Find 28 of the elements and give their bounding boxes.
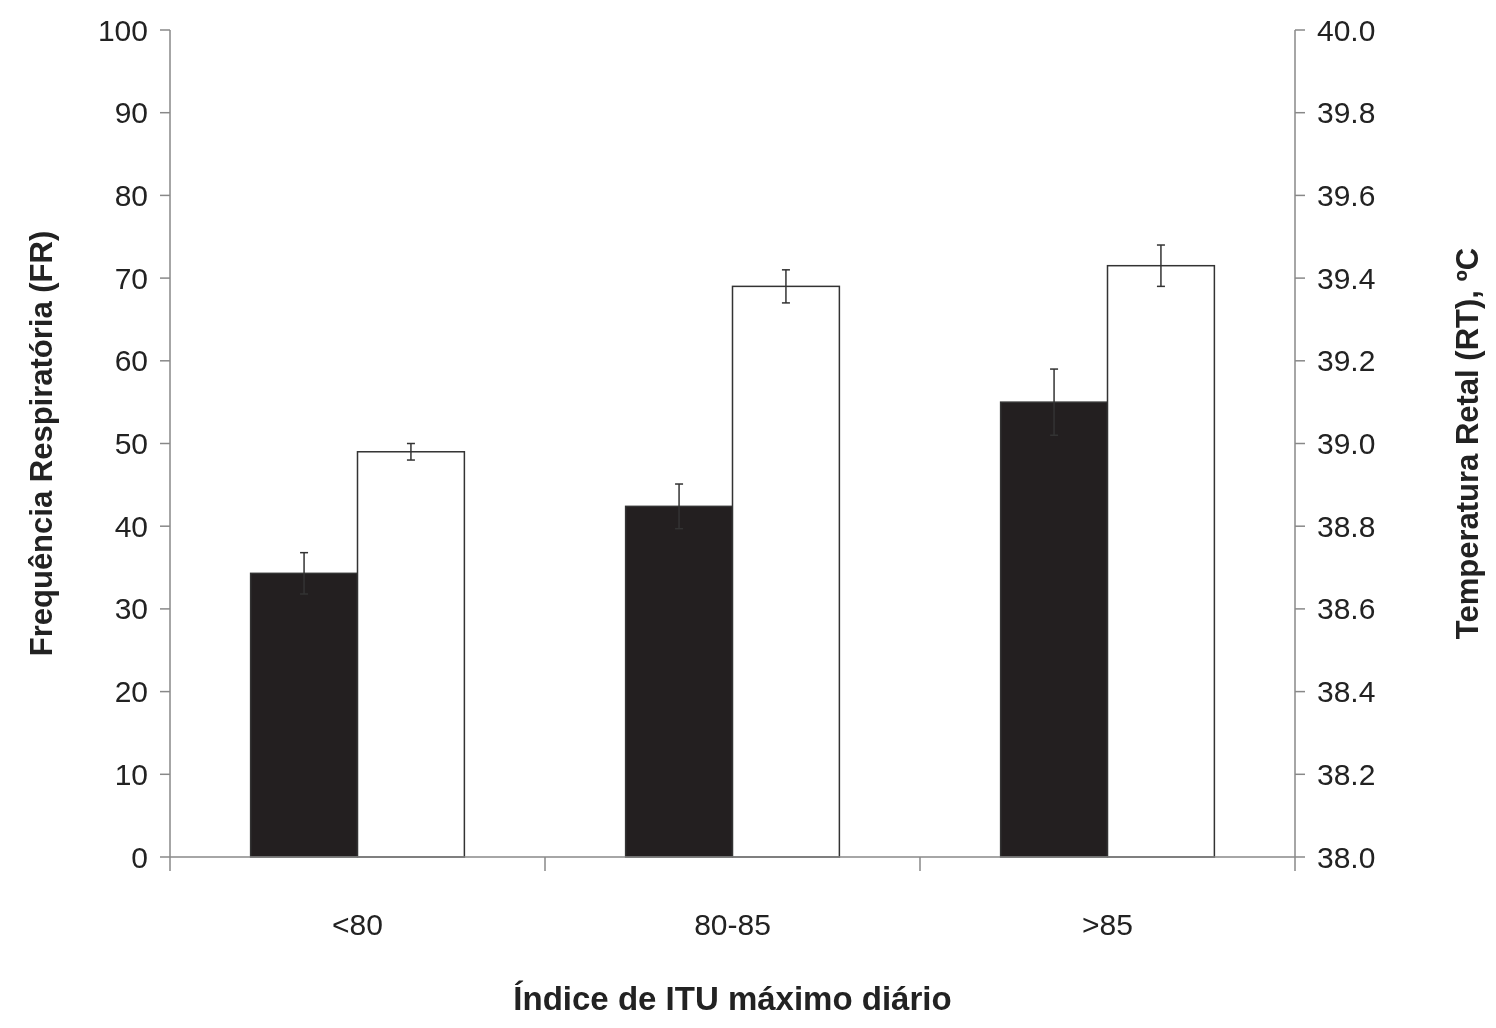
y-tick-label: 0 bbox=[131, 840, 148, 874]
y-tick-label: 20 bbox=[114, 675, 148, 709]
x-tick-label: <80 bbox=[332, 908, 383, 941]
y2-tick-label: 38.6 bbox=[1317, 592, 1376, 626]
y2-axis-title: Temperatura Retal (RT), ºC bbox=[1450, 247, 1485, 640]
y-tick-label: 90 bbox=[114, 96, 148, 130]
x-tick-label: >85 bbox=[1082, 908, 1133, 941]
y-tick-label: 60 bbox=[114, 344, 148, 378]
y-axis-title: Frequência Respiratória (FR) bbox=[24, 230, 59, 657]
y-tick-label: 70 bbox=[114, 261, 148, 295]
y-tick-label: 30 bbox=[114, 592, 148, 626]
y2-tick-label: 39.6 bbox=[1317, 178, 1376, 212]
y-tick-label: 50 bbox=[114, 427, 148, 460]
x-tick-label: 80-85 bbox=[694, 908, 771, 941]
x-axis-title: Índice de ITU máximo diário bbox=[513, 980, 952, 1017]
y2-tick-label: 38.0 bbox=[1317, 840, 1376, 874]
y-tick-label: 10 bbox=[114, 757, 148, 791]
y2-tick-label: 39.8 bbox=[1317, 96, 1376, 130]
y2-tick-label: 39.2 bbox=[1317, 344, 1376, 378]
y2-tick-label: 38.8 bbox=[1317, 509, 1376, 543]
y-tick-label: 80 bbox=[114, 178, 148, 212]
y2-tick-label: 40.0 bbox=[1317, 13, 1376, 47]
y2-tick-label: 38.2 bbox=[1317, 757, 1376, 791]
y-tick-label: 40 bbox=[114, 509, 148, 543]
y-tick-label: 100 bbox=[97, 13, 148, 47]
y2-tick-label: 38.4 bbox=[1317, 675, 1376, 709]
y2-tick-label: 39.4 bbox=[1317, 261, 1376, 295]
y2-tick-label: 39.0 bbox=[1317, 427, 1376, 460]
